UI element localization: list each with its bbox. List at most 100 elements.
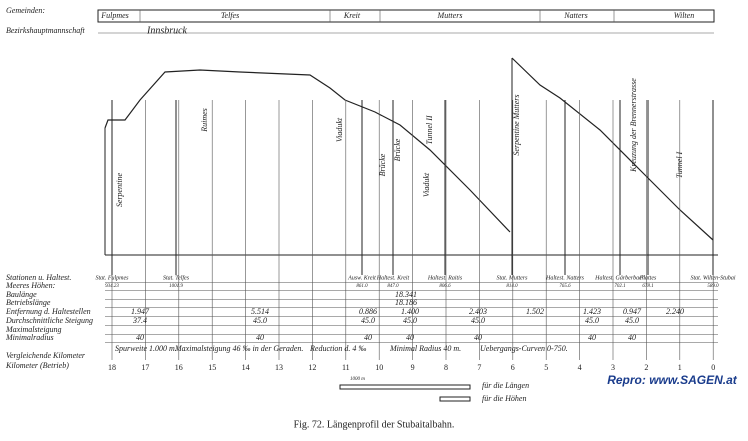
scale-heights: für die Höhen [482, 394, 526, 403]
commune-name: Natters [563, 11, 588, 20]
gradient: 45.0 [403, 316, 417, 325]
radius: 40 [474, 333, 482, 342]
district-name: Innsbruck [146, 25, 188, 36]
station-height: 806.6 [439, 284, 451, 289]
km-label: 14 [242, 363, 250, 372]
scale-lengths: für die Längen [482, 381, 529, 390]
radius: 40 [256, 333, 264, 342]
scale-bar-heights [439, 396, 471, 402]
profile-label: Ruimes [200, 108, 209, 133]
commune-bar [97, 9, 715, 23]
profile-label: Serpentine [115, 172, 124, 207]
gradient: 45.0 [471, 316, 485, 325]
distance: 0.947 [623, 307, 642, 316]
km-label: 18 [108, 363, 116, 372]
distance: 1.502 [526, 307, 544, 316]
row-label: Maximalsteigung [5, 325, 62, 334]
gradient: 45.0 [585, 316, 599, 325]
station-name: Haltest. Natters [545, 275, 585, 281]
km-label: 12 [308, 363, 316, 372]
bottom-label: Vergleichende Kilometer [6, 351, 86, 360]
profile-label: Viadukt [335, 117, 344, 142]
scale-bar-lengths [339, 384, 471, 390]
km-label: 2 [644, 363, 648, 372]
caption: Fig. 72. Längenprofil der Stubaitalbahn. [294, 419, 455, 430]
station-name: Stat. Telfes [163, 274, 190, 281]
distance: 5.514 [251, 307, 269, 316]
note: Reduction d. 4 ‰ [309, 344, 366, 353]
station-height: 702.1 [614, 284, 625, 289]
profile-label: Tunnel II [425, 115, 434, 144]
profile-label: Tunnel I [675, 151, 684, 178]
construction-length: 18.341 [395, 290, 417, 299]
gradient: 45.0 [361, 316, 375, 325]
radius: 40 [364, 333, 372, 342]
km-label: 6 [511, 363, 515, 372]
profile-label: Serpentine Mutters [512, 94, 521, 155]
distance: 2.403 [469, 307, 487, 316]
station-height: 678.1 [642, 284, 653, 289]
station-name: Haltest. Gärberbach [594, 275, 645, 281]
commune-name: Mutters [437, 11, 463, 20]
station-height: 861.0 [356, 284, 368, 289]
distance: 1.947 [131, 307, 150, 316]
station-height: 814.0 [506, 284, 518, 289]
operation-length: 18.186 [395, 298, 417, 307]
distance: 1.400 [401, 307, 419, 316]
station-height: 847.0 [387, 284, 399, 289]
distance: 0.886 [359, 307, 377, 316]
profile-line-lower [511, 57, 714, 241]
profile-label: Brücke [393, 138, 402, 161]
commune-name: Kreit [343, 11, 361, 20]
note: Maximalsteigung 46 ‰ in der Geraden. [174, 344, 303, 353]
km-label: 10 [375, 363, 383, 372]
radius: 40 [136, 333, 144, 342]
row-label: Stationen u. Haltest. [6, 273, 71, 282]
station-height: 1001.9 [169, 284, 183, 289]
km-label: 13 [275, 363, 283, 372]
communes-label: Gemeinden: [6, 6, 45, 15]
km-label: 3 [611, 363, 615, 372]
station-height: 934.23 [105, 284, 119, 289]
km-label: 16 [175, 363, 183, 372]
distance: 2.240 [666, 307, 684, 316]
station-name: Haltest. Raitis [427, 275, 463, 281]
note: Minimal Radius 40 m. [389, 344, 461, 353]
radius: 40 [406, 333, 414, 342]
commune-name: Telfes [221, 11, 239, 20]
profile-label: Brücke [378, 153, 387, 176]
scale-unit: 1000 m [350, 377, 365, 382]
commune-name: Wilten [674, 11, 694, 20]
km-label: 0 [711, 363, 715, 372]
km-label: 7 [477, 363, 481, 372]
row-label: Meeres Höhen: [5, 281, 56, 290]
profile-label: Kreuzung der Brennerstrasse [629, 78, 638, 173]
row-label: Baulänge [6, 290, 37, 299]
district-label: Bezirkshauptmannschaft [6, 26, 85, 35]
km-label: 4 [578, 363, 582, 372]
station-height: 765.6 [559, 284, 571, 289]
station-name: Haltest. Kreit [376, 275, 410, 281]
bottom-label: Kilometer (Betrieb) [5, 361, 69, 370]
commune-name: Fulpmes [100, 11, 129, 20]
station-name: Ausw. Kreit [347, 275, 376, 281]
km-label: 5 [544, 363, 548, 372]
km-label: 11 [342, 363, 350, 372]
km-label: 15 [208, 363, 216, 372]
credit: Repro: www.SAGEN.at [607, 373, 738, 387]
radius: 40 [628, 333, 636, 342]
station-name: Stat. Wilten-Stubai [691, 275, 736, 281]
gradient: 37.4 [132, 316, 147, 325]
note: Spurweite 1.000 m. [115, 344, 177, 353]
row-label: Entfernung d. Haltestellen [5, 307, 91, 316]
profile-line-upper [104, 69, 511, 233]
row-label: Minimalradius [5, 333, 54, 342]
note: Uebergangs-Curven 0-750. [480, 344, 568, 353]
station-name: Stat. Fulpmes [96, 275, 130, 281]
distance: 1.423 [583, 307, 601, 316]
gradient: 45.0 [253, 316, 267, 325]
row-label: Betriebslänge [6, 298, 51, 307]
km-label: 17 [141, 363, 149, 372]
station-name: Plattes [639, 275, 657, 281]
